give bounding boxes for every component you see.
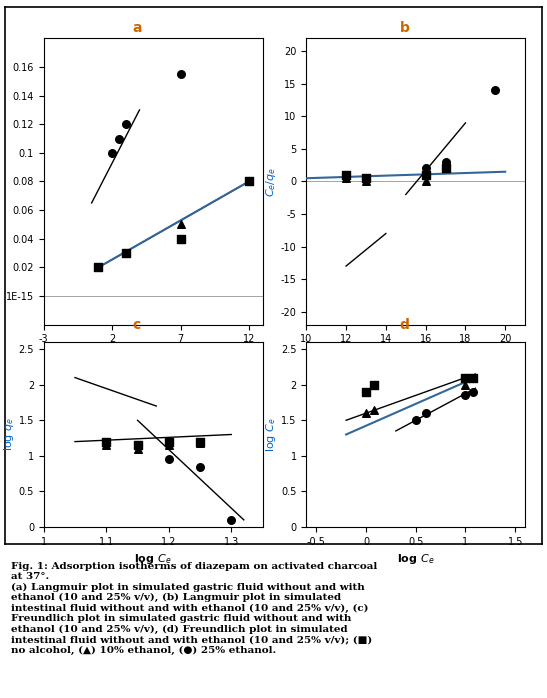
Point: [370, 404, 379, 415]
Point: [196, 436, 205, 447]
Point: [491, 85, 499, 96]
Point: [362, 386, 370, 397]
Point: [176, 219, 185, 230]
Text: d: d: [400, 318, 410, 332]
Point: [121, 247, 130, 258]
Point: [469, 372, 478, 383]
Text: c: c: [132, 318, 141, 332]
Point: [176, 68, 185, 80]
Point: [342, 172, 351, 184]
Text: Fig. 1: Adsorption isotherms of diazepam on activated charcoal
at 37°.
(a) Langm: Fig. 1: Adsorption isotherms of diazepam…: [11, 562, 377, 655]
Point: [362, 172, 370, 184]
Point: [102, 436, 110, 447]
Y-axis label: log $C_e$: log $C_e$: [264, 417, 278, 452]
Point: [121, 119, 130, 130]
Point: [121, 247, 130, 258]
Point: [133, 440, 142, 451]
Point: [245, 176, 253, 187]
Point: [94, 262, 103, 273]
Point: [362, 176, 370, 187]
Point: [342, 170, 351, 181]
Point: [421, 170, 430, 181]
Point: [461, 379, 470, 390]
Point: [94, 262, 103, 273]
Y-axis label: $C_e/q_e$: $C_e/q_e$: [0, 166, 3, 197]
Point: [441, 163, 450, 174]
Point: [461, 389, 470, 401]
Point: [227, 514, 236, 526]
Point: [165, 436, 173, 447]
Point: [441, 156, 450, 168]
Point: [196, 461, 205, 472]
Point: [461, 372, 470, 383]
X-axis label: $C_e$: $C_e$: [408, 350, 423, 365]
X-axis label: $C_e$: $C_e$: [146, 350, 161, 365]
Point: [421, 408, 430, 419]
Y-axis label: $C_e/q_e$: $C_e/q_e$: [264, 166, 278, 197]
Point: [469, 386, 478, 397]
Point: [370, 379, 379, 390]
Text: a: a: [132, 21, 142, 35]
Point: [102, 440, 110, 451]
Point: [245, 176, 253, 187]
Point: [108, 147, 117, 158]
Point: [469, 372, 478, 383]
Point: [362, 408, 370, 419]
Point: [196, 438, 205, 449]
X-axis label: log $C_e$: log $C_e$: [135, 552, 172, 566]
Point: [133, 443, 142, 454]
Point: [421, 163, 430, 174]
Text: b: b: [400, 21, 410, 35]
X-axis label: log $C_e$: log $C_e$: [397, 552, 434, 566]
Point: [165, 440, 173, 451]
Point: [411, 415, 420, 426]
Point: [115, 133, 124, 144]
Point: [165, 454, 173, 465]
Point: [176, 233, 185, 244]
Y-axis label: log $q_e$: log $q_e$: [2, 417, 16, 452]
Point: [421, 176, 430, 187]
